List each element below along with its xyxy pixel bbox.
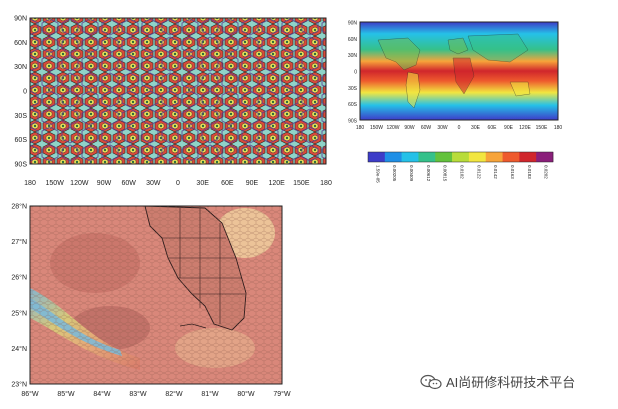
lon-tick-label: 180 [320,180,332,187]
lon-tick-label: 81°W [201,390,219,398]
lon-tick-label: 90W [97,180,112,187]
lon-tick-label: 80°W [237,390,255,398]
lon-tick-label: 90W [404,125,415,131]
lat-tick-label: 27°N [11,238,27,246]
lon-tick-label: 150W [370,125,383,131]
lat-tick-label: 26°N [11,274,27,282]
colorbar-tick-label: 0.00205 [392,165,397,182]
colorbar-swatch [536,152,554,162]
colorbar-tick-label: 0.0102 [460,165,465,179]
colorbar-swatch [452,152,470,162]
lat-tick-label: 28°N [11,203,27,211]
lon-tick-label: 85°W [57,390,75,398]
lon-tick-label: 90E [504,125,514,131]
lon-tick-label: 30W [437,125,448,131]
lon-tick-label: 180 [356,125,365,131]
lon-tick-label: 0 [176,180,180,187]
lat-tick-label: 0 [23,89,27,96]
lon-tick-label: 180 [24,180,36,187]
colorbar-tick-label: 0.00815 [443,165,448,182]
lon-tick-label: 90E [246,180,259,187]
colorbar-swatch [502,152,520,162]
colorbar-tick-label: 0.0142 [493,165,498,179]
lat-tick-label: 30N [14,64,27,71]
colorbar-frame [367,151,554,163]
lat-tick-label: 60S [15,137,28,144]
lat-tick-label: 30S [15,113,28,120]
colorbar-tick-label: 0.0202 [544,165,549,179]
global-field-map: 90N 60N 30N 0 30S 60S 90S 180 150W 120W 90W 60W 30W… [348,21,563,184]
lat-tick-label: 30S [348,86,358,92]
lat-tick-label: 30N [348,53,358,59]
lon-tick-label: 0 [458,125,461,131]
lon-tick-label: 180 [554,125,563,131]
colorbar-swatch [485,152,503,162]
lon-tick-label: 30E [196,180,209,187]
colorbar-tick-label: 0.0163 [510,165,515,179]
colorbar-swatch [519,152,537,162]
lon-tick-label: 150W [46,180,65,187]
lon-tick-label: 30E [471,125,481,131]
lon-tick-label: 79°W [273,390,291,398]
lat-tick-label: 90S [348,119,358,125]
lon-tick-label: 30W [146,180,161,187]
colorbar-tick-label: 0.00409 [409,165,414,182]
wechat-icon [420,374,442,389]
colorbar-swatch [384,152,402,162]
lon-tick-label: 60E [488,125,498,131]
colorbar-swatch [368,152,386,162]
lon-tick-label: 120E [519,125,531,131]
lat-tick-label: 90S [15,162,28,169]
regional-mesh-map: 28°N 27°N 26°N 25°N 24°N 23°N 86°W 85°W 84°W 83°… [11,203,291,399]
lat-tick-label: 0 [354,70,357,76]
global-mesh-map: 90N 60N 30N 0 30S 60S 90S 180 150W 120W 90W 60W 30W… [14,16,332,188]
lon-tick-label: 150E [536,125,548,131]
lat-tick-label: 60N [14,40,27,47]
lat-tick-label: 24°N [11,345,27,353]
lon-tick-label: 86°W [21,390,39,398]
colorbar-tick-label: 1.59e-05 [375,165,380,183]
lat-tick-label: 60S [348,102,358,108]
watermark: AI尚研修科研技术平台 [420,372,575,391]
lat-tick-label: 23°N [11,381,27,389]
colorbar-tick-label: 0.0183 [527,165,532,179]
lat-tick-label: 90N [14,16,27,23]
colorbar-swatch [468,152,487,162]
lon-tick-label: 60E [221,180,234,187]
lat-tick-label: 90N [348,21,358,27]
colorbar-tick-label: 0.00612 [426,165,431,182]
lon-tick-label: 150E [293,180,310,187]
lat-tick-label: 25°N [11,309,27,317]
lon-tick-label: 60W [421,125,432,131]
colorbar-tick-label: 0.0122 [476,165,481,179]
lon-tick-label: 84°W [93,390,111,398]
watermark-text: AI尚研修科研技术平台 [446,375,576,390]
lon-tick-label: 82°W [165,390,183,398]
lon-tick-label: 120W [386,125,399,131]
colorbar-swatch [401,152,419,162]
lat-tick-label: 60N [348,37,358,43]
colorbar-swatch [418,152,436,162]
lon-tick-label: 120E [268,180,285,187]
lon-tick-label: 120W [70,180,89,187]
lon-tick-label: 83°W [129,390,147,398]
lon-tick-label: 60W [121,180,136,187]
colorbar-swatch [435,152,453,162]
